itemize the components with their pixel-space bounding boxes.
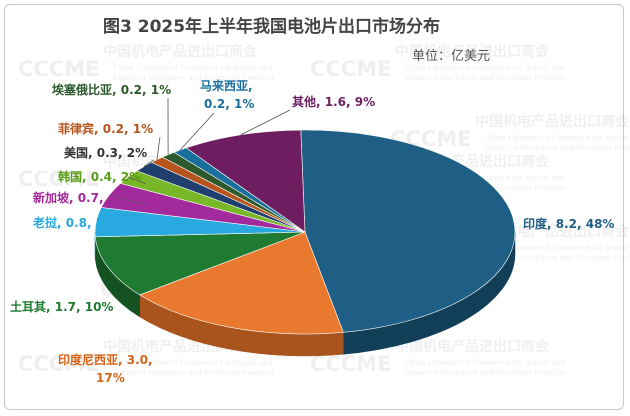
watermark-en-1: China Chamber of Commerce for Import and <box>485 244 630 252</box>
data-label-美国: 美国, 0.3, 2% <box>64 145 147 160</box>
watermark-logo: CCCME <box>18 352 99 376</box>
watermark-en-1: China Chamber of Commerce for Import and <box>405 174 565 182</box>
data-label-新加坡: 新加坡, 0.7, 4% <box>33 190 128 205</box>
leader-菲律宾 <box>156 136 161 160</box>
data-label-韩国: 韩国, 0.4, 2% <box>58 169 141 184</box>
leader-lines <box>109 97 291 206</box>
watermark-en-1: China Chamber of Commerce for Import and <box>485 134 630 142</box>
watermark-cn: 中国机电产品进出口商会 <box>475 113 630 130</box>
data-label-其他: 其他, 1.6, 9% <box>292 94 375 109</box>
data-label-马来西亚-line2: 0.2, 1% <box>204 97 254 111</box>
data-label-印度尼西亚-line2: 17% <box>96 371 125 385</box>
pie-plot <box>94 129 516 357</box>
watermark-en-2: Export of Machinery and Electronic Produ… <box>405 74 566 82</box>
watermark-en-2: Export of Machinery and Electronic Produ… <box>113 74 274 82</box>
data-label-印度: 印度, 8.2, 48% <box>523 216 614 231</box>
data-label-埃塞俄比亚: 埃塞俄比亚, 0.2, 1% <box>52 82 171 97</box>
leader-韩国 <box>128 176 147 185</box>
watermark-en-2: Export of Machinery and Electronic Produ… <box>113 369 274 377</box>
watermark-cn: 中国机电产品进出口商会 <box>395 43 550 60</box>
data-label-印度尼西亚: 印度尼西亚, 3.0, <box>58 352 153 367</box>
pie-slice-印度尼西亚 <box>139 231 344 335</box>
leader-新加坡 <box>109 194 147 206</box>
watermark-logo: CCCME <box>18 57 99 81</box>
watermark-en-1: China Chamber of Commerce for Import and <box>113 64 273 72</box>
data-label-菲律宾: 菲律宾, 0.2, 1% <box>58 121 153 136</box>
data-label-马来西亚: 马来西亚, <box>200 78 253 93</box>
watermark-en-2: Export of Machinery and Electronic Produ… <box>405 369 566 377</box>
watermark-logo: CCCME <box>310 57 391 81</box>
watermark-logo: CCCME <box>18 167 99 191</box>
watermark-en-2: Export of Machinery and Electronic Produ… <box>485 254 630 262</box>
watermark-cn: 中国机电产品进出口商会 <box>103 43 258 60</box>
leader-其他 <box>240 109 291 136</box>
watermark-cn: 中国机电产品进出口商会 <box>395 338 550 355</box>
data-label-土耳其: 土耳其, 1.7, 10% <box>10 299 113 314</box>
chart-title: 图3 2025年上半年我国电池片出口市场分布 <box>103 16 440 37</box>
data-label-老挝: 老挝, 0.8, 5% <box>33 215 116 230</box>
unit-label: 单位：亿美元 <box>412 49 490 64</box>
watermark-en-1: China Chamber of Commerce for Import and <box>405 359 565 367</box>
watermark-en-1: China Chamber of Commerce for Import and <box>405 64 565 72</box>
watermark-en-1: China Chamber of Commerce for Import and <box>113 359 273 367</box>
leader-美国 <box>143 159 155 167</box>
pie-slice-土耳其 <box>94 231 306 296</box>
watermark-logo: CCCME <box>310 352 391 376</box>
data-labels: 印度, 8.2, 48% 印度尼西亚, 3.0, 17% 土耳其, 1.7, 10% 老… <box>10 78 614 385</box>
watermark-en-2: Export of Machinery and Electronic Produ… <box>485 144 630 152</box>
leader-马来西亚 <box>179 112 215 151</box>
pie-slice-印度 <box>300 129 516 333</box>
